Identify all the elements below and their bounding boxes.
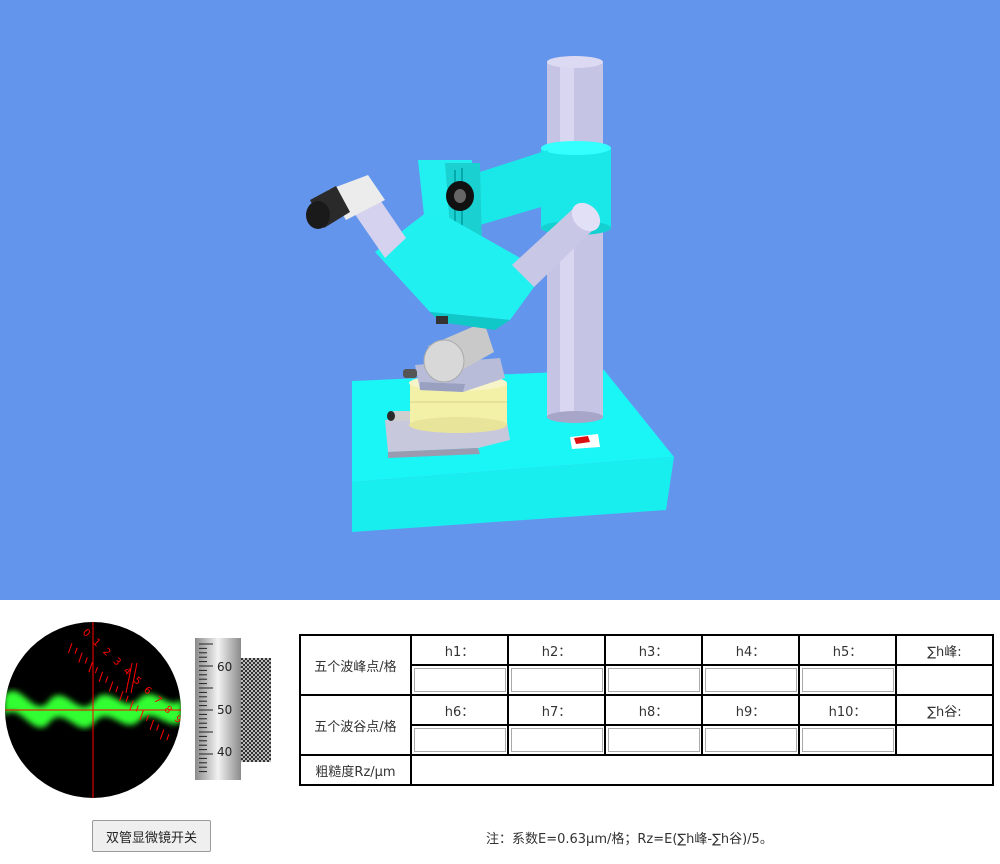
drum-scale (199, 643, 213, 773)
reticle-tick (166, 734, 170, 741)
reticle-tick (119, 690, 124, 702)
reticle-tick (94, 666, 98, 674)
reticle-tick (129, 700, 134, 711)
reticle-tick (115, 686, 119, 693)
roughness-value (410, 754, 994, 786)
drum-knurl (241, 658, 271, 762)
reticle-tick (135, 705, 139, 712)
peak-row-label: 五个波峰点/格 (299, 634, 412, 696)
reticle-tick (88, 662, 93, 673)
workpiece-cylinder (423, 322, 494, 383)
microscope-power-button[interactable]: 双管显微镜开关 (92, 820, 211, 852)
micrometer-drum[interactable]: 60 50 40 (193, 638, 273, 780)
reticle-tick (139, 710, 144, 721)
header-h7: h7： (507, 694, 606, 726)
microscope-3d-view[interactable] (0, 0, 1000, 600)
measurement-table: 五个波峰点/格 h1： h2： h3： h4： h5： ∑h峰: 五个波谷点/格… (299, 634, 994, 786)
reticle-tick (105, 676, 109, 683)
input-h10[interactable] (801, 728, 894, 752)
header-h1: h1： (410, 634, 509, 666)
header-sum-peak: ∑h峰: (895, 634, 994, 666)
header-sum-valley: ∑h谷: (895, 694, 994, 726)
reticle-tick (108, 681, 114, 692)
input-h3[interactable] (607, 668, 700, 692)
header-h2: h2： (507, 634, 606, 666)
input-h2[interactable] (510, 668, 603, 692)
input-h1[interactable] (413, 668, 506, 692)
input-h5[interactable] (801, 668, 894, 692)
stage-knob[interactable] (387, 411, 413, 421)
header-h6: h6： (410, 694, 509, 726)
v-block-knob[interactable] (403, 369, 417, 378)
base-power-switch[interactable] (570, 434, 600, 449)
valley-row-label: 五个波谷点/格 (299, 694, 412, 756)
reticle-tick (145, 714, 149, 722)
header-h4: h4： (701, 634, 800, 666)
horizontal-arm (480, 150, 548, 225)
drum-label-60: 60 (217, 660, 232, 674)
focus-knob[interactable] (446, 181, 474, 211)
header-h8: h8： (604, 694, 703, 726)
reticle-tick (125, 695, 129, 702)
reticle-tick (74, 647, 78, 654)
prism-housing (375, 208, 545, 320)
illumination-tube (512, 202, 601, 287)
drum-label-50: 50 (217, 703, 232, 717)
header-h9: h9： (701, 694, 800, 726)
roughness-label: 粗糙度Rz/μm (299, 754, 412, 786)
input-h6[interactable] (413, 728, 506, 752)
header-h3: h3： (604, 634, 703, 666)
reticle-tick (156, 724, 160, 731)
formula-note: 注：系数E=0.63μm/格；Rz=E(∑h峰-∑h谷)/5。 (486, 832, 773, 847)
reticle-tick (98, 671, 104, 682)
input-h8[interactable] (607, 728, 700, 752)
header-h5: h5： (798, 634, 897, 666)
reticle-tick (68, 642, 73, 654)
reticle-double-line (125, 662, 138, 694)
header-h10: h10： (798, 694, 897, 726)
microscope-model (306, 56, 674, 532)
input-h4[interactable] (704, 668, 797, 692)
reticle-tick (84, 657, 88, 664)
input-h9[interactable] (704, 728, 797, 752)
input-h7[interactable] (510, 728, 603, 752)
eyepiece-micrometer-knob[interactable] (306, 186, 350, 229)
reticle-tick (159, 729, 165, 740)
reticle-label-9: 9 (172, 714, 182, 726)
microscope-base-front (352, 457, 674, 532)
objective-lens (436, 316, 448, 324)
reticle-tick (149, 719, 155, 730)
sum-peak-value (895, 664, 994, 696)
reticle-tick (78, 652, 83, 663)
sum-valley-value (895, 724, 994, 756)
drum-label-40: 40 (217, 745, 232, 759)
